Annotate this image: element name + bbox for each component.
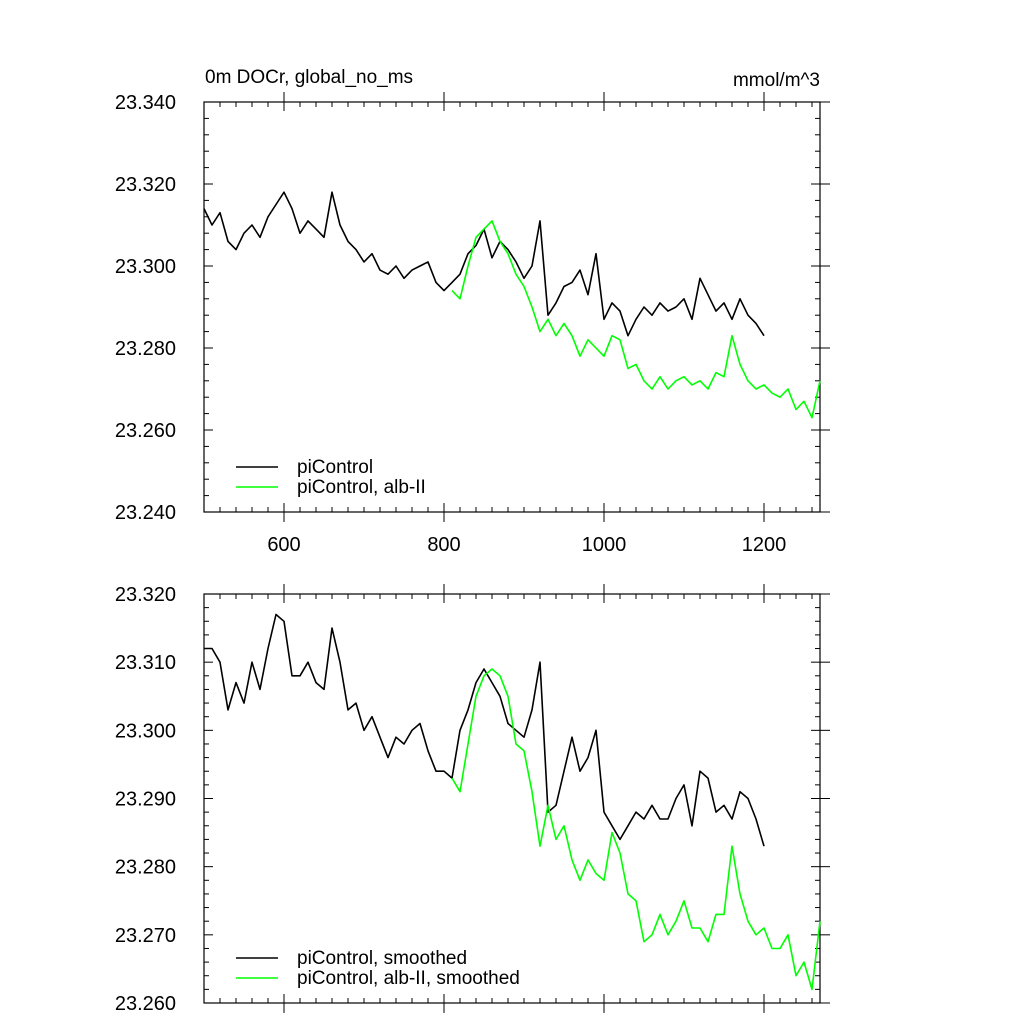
bottom-legend-label-2: piControl, alb-II, smoothed bbox=[297, 968, 520, 989]
bottom-y-tick-label: 23.270 bbox=[115, 925, 176, 947]
bottom-y-tick-label: 23.300 bbox=[115, 720, 176, 742]
bottom-y-tick-label: 23.280 bbox=[115, 857, 176, 879]
top-y-tick-label: 23.300 bbox=[115, 256, 176, 278]
top-legend-label-1: piControl bbox=[297, 457, 373, 478]
top-series-line-1 bbox=[203, 191, 765, 337]
top-y-tick-label: 23.240 bbox=[115, 502, 176, 524]
bottom-y-tick-label: 23.290 bbox=[115, 789, 176, 811]
bottom-plot-frame bbox=[203, 593, 821, 1004]
bottom-y-tick-label: 23.260 bbox=[115, 993, 176, 1015]
top-y-tick-label: 23.280 bbox=[115, 338, 176, 360]
top-y-tick-label: 23.320 bbox=[115, 174, 176, 196]
bottom-y-tick-label: 23.320 bbox=[115, 584, 176, 606]
bottom-series-line-2 bbox=[451, 668, 821, 991]
top-y-tick-label: 23.260 bbox=[115, 420, 176, 442]
bottom-legend-label-1: piControl, smoothed bbox=[297, 948, 467, 969]
top-panel-title: 0m DOCr, global_no_ms bbox=[205, 67, 413, 88]
top-x-tick-label: 1000 bbox=[582, 534, 627, 556]
top-plot-frame bbox=[203, 101, 821, 513]
bottom-y-tick-label: 23.310 bbox=[115, 652, 176, 674]
top-panel: 0m DOCr, global_no_ms mmol/m^3 600 800 100… bbox=[115, 67, 830, 556]
top-series-line-2 bbox=[451, 220, 821, 419]
bottom-panel: 23.260 23.270 23.280 23.290 23.300 23.310 23.3… bbox=[115, 584, 830, 1015]
top-y-tick-label: 23.340 bbox=[115, 92, 176, 114]
bottom-series-line-1 bbox=[204, 613, 765, 847]
top-x-tick-label: 600 bbox=[267, 534, 300, 556]
top-x-tick-label: 800 bbox=[427, 534, 460, 556]
top-legend-label-2: piControl, alb-II bbox=[297, 477, 426, 498]
top-panel-units: mmol/m^3 bbox=[733, 70, 820, 91]
top-x-tick-label: 1200 bbox=[742, 534, 787, 556]
